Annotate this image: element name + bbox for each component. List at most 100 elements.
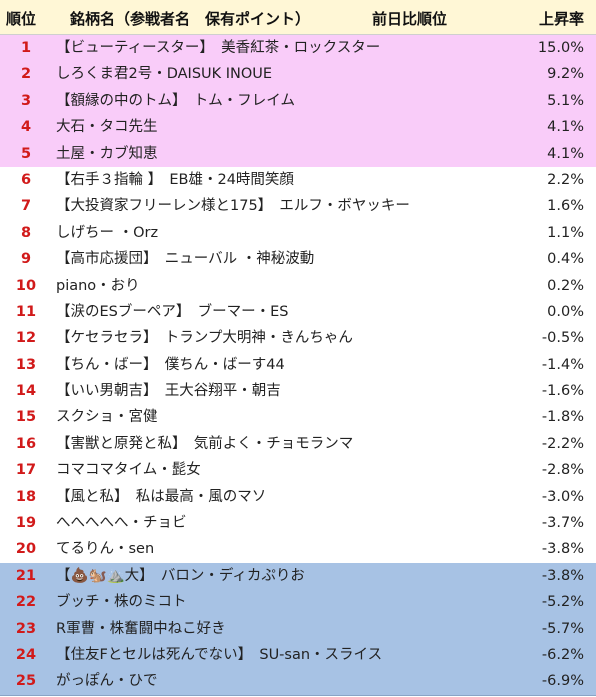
table-row: 24 【住友Fとセルは死んでない】 SU-san・スライス -6.2% [0,641,596,669]
rank-cell: 6 [20,171,32,188]
rank-cell: 12 [15,330,37,347]
table-row: 25 がっぽん・ひで -6.9% [0,668,596,696]
name-cell: R軍曹・株奮闘中ねこ好き [56,620,226,637]
name-cell: 【害獣と原発と私】 気前よく・チョモランマ [56,435,354,452]
table-header: 順位 銘柄名（参戦者名 保有ポイント） 前日比順位 上昇率 [0,0,596,35]
table-row: 2 しろくま君2号・DAISUK INOUE 9.2% [0,61,596,88]
table-row: 11 【涙のESブーペア】 ブーマー・ES 0.0% [0,299,596,325]
table-row: 8 しげちー ・Orz 1.1% [0,220,596,246]
name-cell: しろくま君2号・DAISUK INOUE [56,66,273,83]
table-row: 19 へへへへへ・チョビ -3.7% [0,510,596,536]
rate-cell: 0.2% [547,277,584,294]
rate-cell: -0.5% [541,330,584,347]
rate-cell: 9.2% [547,66,584,83]
name-cell: 【右手３指輪 】 EB雄・24時間笑顔 [56,171,294,188]
rate-cell: -6.2% [541,646,584,663]
name-cell: スクショ・宮健 [56,409,158,426]
rate-cell: -1.8% [541,409,584,426]
name-cell: へへへへへ・チョビ [56,515,187,532]
rate-cell: -1.4% [541,356,584,373]
table-row: 3 【額縁の中のトム】 トム・フレイム 5.1% [0,87,596,115]
rank-cell: 21 [15,567,37,584]
table-row: 20 てるりん・sen -3.8% [0,536,596,562]
rate-cell: -5.2% [541,594,584,611]
table-row: 17 コマコマタイム・髭女 -2.8% [0,457,596,483]
name-cell: しげちー ・Orz [56,224,159,241]
table-row: 10 piano・おり 0.2% [0,273,596,299]
rate-cell: -6.9% [541,673,584,690]
header-name: 銘柄名（参戦者名 保有ポイント） [70,10,311,28]
table-row: 16 【害獣と原発と私】 気前よく・チョモランマ -2.2% [0,431,596,457]
rank-cell: 23 [15,620,37,637]
table-row: 18 【風と私】 私は最高・風のマソ -3.0% [0,484,596,510]
header-rise-rate: 上昇率 [538,10,584,28]
rate-cell: 2.2% [547,171,584,188]
rank-cell: 11 [15,303,37,320]
table-row: 9 【高市応援団】 ニューバル ・神秘波動 0.4% [0,246,596,272]
rank-cell: 10 [15,277,37,294]
table-row: 13 【ちん・ばー】 僕ちん・ばーす44 -1.4% [0,352,596,378]
name-cell: 【風と私】 私は最高・風のマソ [56,488,267,505]
name-cell: 【ちん・ばー】 僕ちん・ばーす44 [56,356,285,373]
rank-cell: 4 [20,119,32,136]
rate-cell: 15.0% [537,40,584,56]
name-cell: てるりん・sen [56,541,155,558]
name-cell: コマコマタイム・髭女 [56,462,201,479]
rank-cell: 13 [15,356,37,373]
header-rank: 順位 [6,10,37,28]
name-cell: 【住友Fとセルは死んでない】 SU-san・スライス [56,646,383,663]
rank-cell: 18 [15,488,37,505]
table-row: 15 スクショ・宮健 -1.8% [0,404,596,430]
table-row: 12 【ケセラセラ】 トランプ大明神・きんちゃん -0.5% [0,325,596,351]
rank-cell: 20 [15,541,37,558]
name-cell: 【いい男朝吉】 王大谷翔平・朝吉 [56,383,281,400]
rank-cell: 22 [15,594,37,611]
table-row: 6 【右手３指輪 】 EB雄・24時間笑顔 2.2% [0,167,596,193]
rank-cell: 5 [20,145,32,162]
name-cell: 【大投資家フリーレン様と175】 エルフ・ボヤッキー [56,198,410,215]
name-cell: piano・おり [56,277,140,294]
rate-cell: 5.1% [547,92,584,109]
table-row: 14 【いい男朝吉】 王大谷翔平・朝吉 -1.6% [0,378,596,404]
rate-cell: 1.6% [547,198,584,215]
rate-cell: 4.1% [547,119,584,136]
rank-cell: 25 [15,673,37,690]
rate-cell: 4.1% [547,145,584,162]
header-prev-rank: 前日比順位 [372,10,448,28]
rank-cell: 3 [20,92,32,109]
table-body: 1 【ビューティースター】 美香紅茶・ロックスター 15.0% 2 しろくま君2号・DA… [0,35,596,696]
rank-cell: 8 [20,224,32,241]
rate-cell: -3.8% [541,567,584,584]
rank-cell: 15 [15,409,37,426]
rank-cell: 2 [20,66,32,83]
rank-cell: 14 [15,383,37,400]
rank-cell: 24 [15,646,37,663]
rank-cell: 9 [20,251,32,268]
name-cell: 【💩🐿️⛰️大】 バロン・ディカぷりお [56,567,305,584]
table-row: 4 大石・タコ先生 4.1% [0,114,596,141]
name-cell: 【額縁の中のトム】 トム・フレイム [56,92,295,109]
rate-cell: -3.8% [541,541,584,558]
rank-cell: 17 [15,462,37,479]
name-cell: 【ビューティースター】 美香紅茶・ロックスター [56,40,381,56]
name-cell: 【高市応援団】 ニューバル ・神秘波動 [56,251,315,268]
rate-cell: -3.0% [541,488,584,505]
rate-cell: -2.2% [541,435,584,452]
table-row: 1 【ビューティースター】 美香紅茶・ロックスター 15.0% [0,35,596,62]
name-cell: 大石・タコ先生 [56,119,158,136]
rate-cell: 0.4% [547,251,584,268]
name-cell: 土屋・カブ知恵 [56,145,158,162]
rank-cell: 1 [20,40,32,56]
table-row: 5 土屋・カブ知恵 4.1% [0,140,596,167]
name-cell: がっぽん・ひで [56,673,158,690]
rate-cell: -3.7% [541,515,584,532]
table-row: 23 R軍曹・株奮闘中ねこ好き -5.7% [0,615,596,642]
name-cell: 【涙のESブーペア】 ブーマー・ES [56,303,289,320]
rank-cell: 7 [20,198,32,215]
table-row: 21 【💩🐿️⛰️大】 バロン・ディカぷりお -3.8% [0,562,596,590]
name-cell: ブッチ・株のミコト [56,594,187,611]
rate-cell: 1.1% [547,224,584,241]
rank-cell: 19 [15,515,37,532]
rate-cell: -1.6% [541,383,584,400]
